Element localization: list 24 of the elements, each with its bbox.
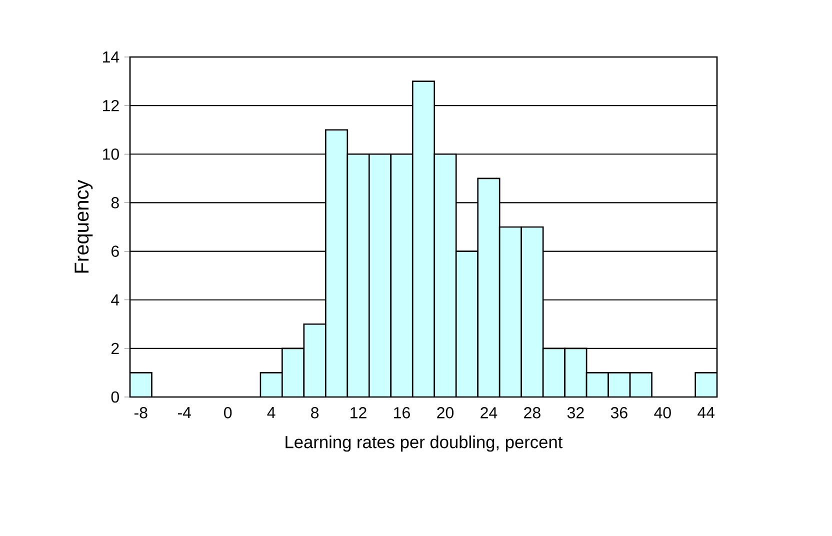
y-tick-label: 6	[112, 246, 119, 257]
x-tick-label: -8	[134, 407, 148, 418]
y-tick-label: 10	[103, 148, 119, 160]
x-tick-label: 8	[311, 407, 319, 418]
x-tick-label: -4	[178, 407, 191, 418]
x-tick-label: 16	[394, 407, 410, 418]
x-tick-label: 44	[698, 407, 715, 418]
y-tick-label: 14	[103, 52, 120, 62]
x-tick-label: 40	[654, 407, 671, 418]
y-tick-label: 8	[111, 197, 119, 208]
y-tick-label: 2	[111, 342, 119, 354]
y-axis-title: Frequency	[74, 180, 93, 273]
x-tick-label: 36	[610, 407, 628, 418]
y-tick-label: 4	[111, 294, 120, 306]
y-tick-label: 0	[111, 391, 119, 403]
x-axis-title: Learning rates per doubling, percent	[286, 436, 563, 452]
x-tick-label: 0	[224, 407, 232, 418]
x-tick-label: 12	[350, 407, 366, 418]
x-tick-label: 28	[524, 407, 540, 418]
y-tick-label: 12	[103, 100, 119, 112]
x-tick-label: 20	[437, 407, 454, 418]
x-tick-label: 24	[480, 407, 498, 418]
x-tick-label: 4	[267, 407, 276, 418]
x-tick-label: 32	[567, 407, 584, 418]
